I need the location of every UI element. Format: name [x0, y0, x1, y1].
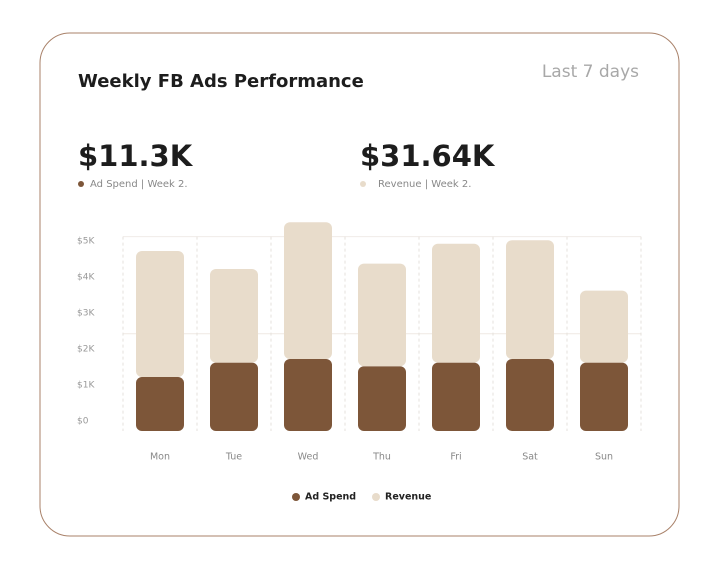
y-tick-label: $1K: [77, 381, 95, 391]
x-tick-label: Tue: [225, 452, 242, 463]
x-tick-label: Thu: [372, 452, 391, 463]
x-tick-label: Sat: [522, 452, 538, 463]
y-tick-label: $2K: [77, 345, 95, 355]
kpi-value: $11.3K: [78, 139, 194, 173]
bar: [432, 243, 480, 363]
legend-label: Ad Spend: [305, 492, 356, 503]
bar: [580, 290, 628, 363]
x-tick-label: Wed: [298, 452, 319, 463]
bar: [136, 251, 184, 377]
kpi-dot: [78, 181, 84, 187]
y-tick-label: $4K: [77, 273, 95, 283]
y-tick-label: $3K: [77, 309, 95, 319]
bar: [284, 359, 332, 431]
y-tick-label: $0: [77, 417, 89, 427]
legend-dot: [372, 493, 380, 501]
bar: [432, 362, 480, 431]
bar: [136, 377, 184, 431]
x-tick-label: Mon: [150, 452, 170, 463]
bar: [506, 359, 554, 431]
bar: [358, 366, 406, 431]
y-tick-label: $5K: [77, 237, 95, 247]
x-tick-label: Fri: [450, 452, 461, 463]
period[interactable]: Last 7 days: [542, 62, 639, 82]
bar: [284, 222, 332, 359]
kpi-dot: [360, 181, 366, 187]
kpi-label: Ad Spend | Week 2.: [90, 179, 188, 190]
kpi-label: Revenue | Week 2.: [378, 179, 471, 190]
x-tick-label: Sun: [595, 452, 613, 463]
title: Weekly FB Ads Performance: [78, 71, 364, 92]
bar: [358, 263, 406, 367]
bar: [210, 362, 258, 431]
bar: [506, 240, 554, 359]
legend-label: Revenue: [385, 492, 431, 503]
bar: [580, 362, 628, 431]
bar: [210, 269, 258, 363]
kpi-value: $31.64K: [360, 139, 496, 173]
legend-dot: [292, 493, 300, 501]
